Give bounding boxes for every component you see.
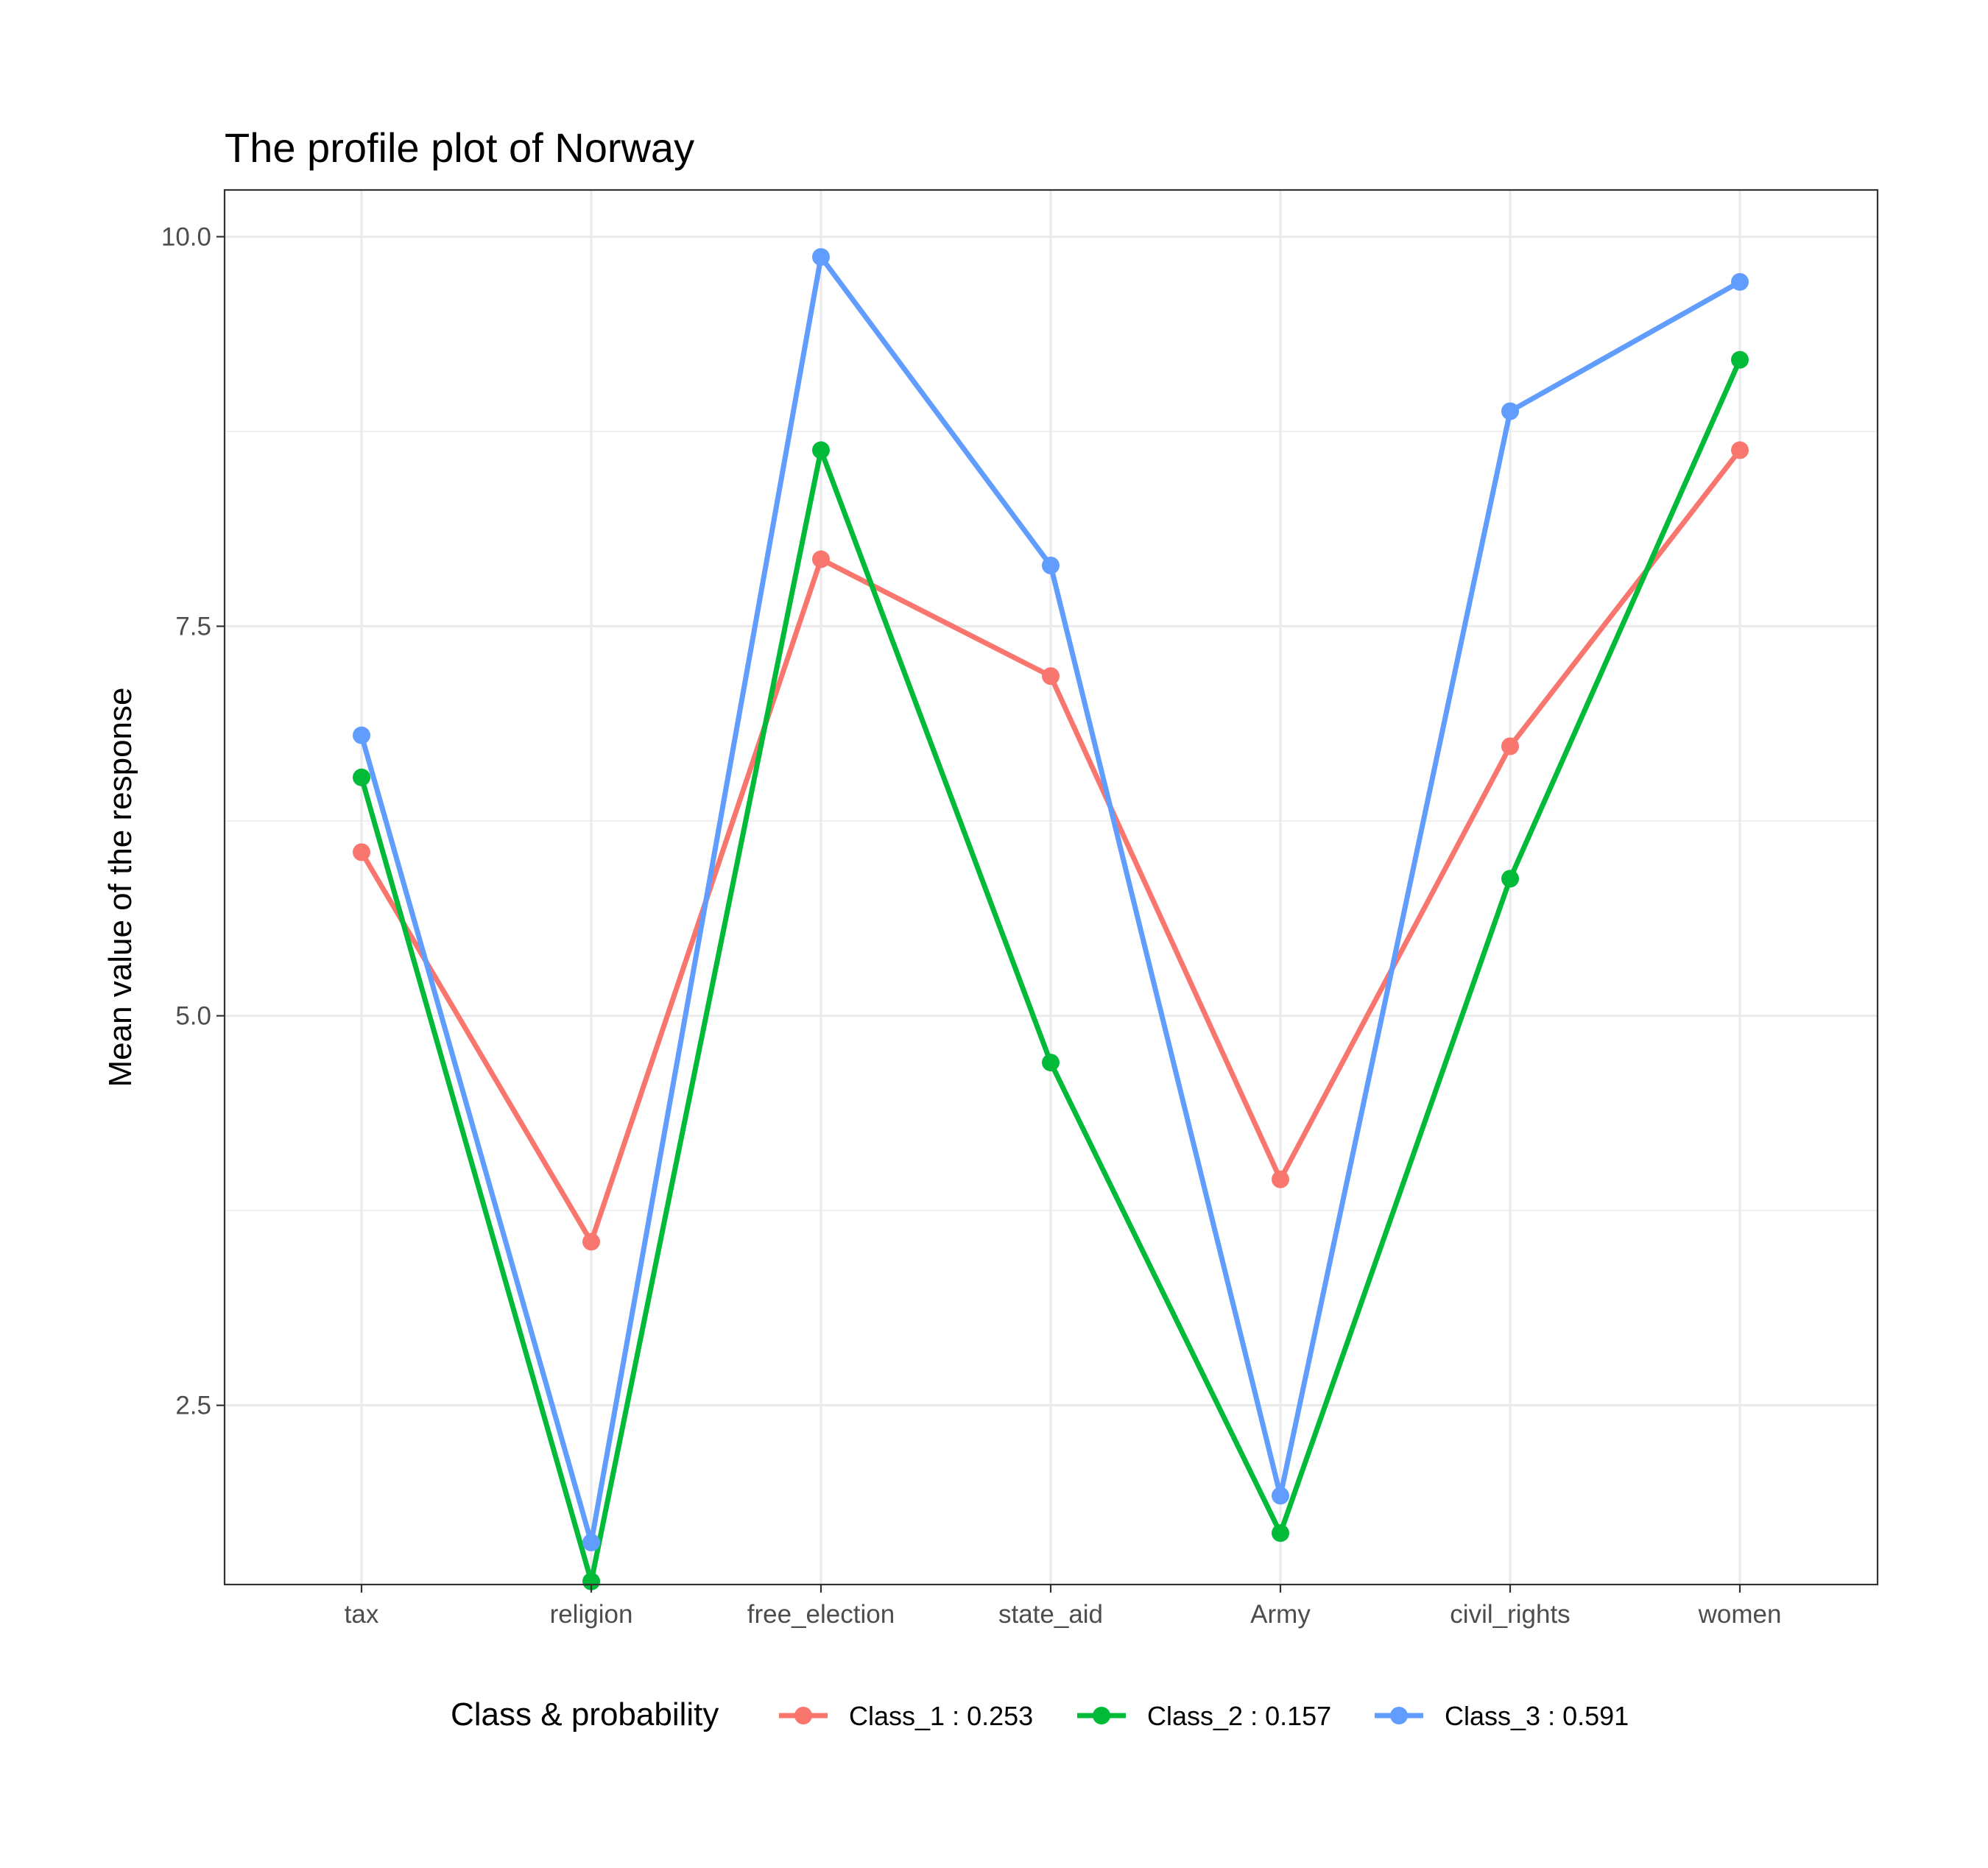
data-point-class-3 <box>1042 557 1060 575</box>
y-axis-label: Mean value of the response <box>102 687 138 1087</box>
data-point-class-1 <box>1501 737 1519 755</box>
data-point-class-3 <box>582 1533 600 1551</box>
data-point-class-1 <box>353 843 370 861</box>
legend-key-point <box>794 1707 812 1724</box>
data-point-class-2 <box>353 768 370 786</box>
legend: Class & probability Class_1 : 0.253 Class… <box>451 1696 1629 1733</box>
legend-label: Class_1 : 0.253 <box>849 1701 1033 1731</box>
chart-title: The profile plot of Norway <box>225 124 694 171</box>
data-point-class-2 <box>582 1572 600 1590</box>
data-point-class-1 <box>1042 667 1060 685</box>
x-tick-label: religion <box>550 1600 633 1629</box>
data-point-class-2 <box>1042 1054 1060 1072</box>
y-tick-label: 5.0 <box>175 1002 211 1031</box>
data-point-class-2 <box>812 441 830 459</box>
y-tick-label: 2.5 <box>175 1392 211 1420</box>
data-point-class-2 <box>1731 350 1749 369</box>
x-tick-label: civil_rights <box>1450 1600 1570 1629</box>
x-tick-label: free_election <box>747 1600 895 1629</box>
data-point-class-3 <box>812 247 830 266</box>
y-tick-label: 7.5 <box>175 613 211 641</box>
x-tick-label: state_aid <box>998 1600 1103 1629</box>
x-tick-label: women <box>1698 1600 1782 1629</box>
data-point-class-1 <box>582 1233 600 1251</box>
data-point-class-3 <box>1272 1487 1289 1505</box>
legend-label: Class_2 : 0.157 <box>1147 1701 1331 1731</box>
data-point-class-1 <box>1272 1170 1289 1188</box>
grid-lines <box>225 190 1878 1585</box>
data-point-class-1 <box>812 550 830 568</box>
legend-key-point <box>1093 1707 1110 1724</box>
series-points <box>353 247 1749 1590</box>
legend-key-point <box>1390 1707 1408 1724</box>
data-point-class-3 <box>1501 402 1519 420</box>
data-point-class-1 <box>1731 441 1749 459</box>
x-tick-label: Army <box>1250 1600 1311 1629</box>
data-point-class-2 <box>1272 1524 1289 1543</box>
legend-title: Class & probability <box>451 1696 719 1733</box>
x-tick-label: tax <box>345 1600 379 1629</box>
data-point-class-3 <box>1731 272 1749 291</box>
data-point-class-2 <box>1501 870 1519 888</box>
legend-label: Class_3 : 0.591 <box>1445 1701 1629 1731</box>
y-tick-label: 10.0 <box>161 222 211 251</box>
axes: 2.5 5.0 7.5 10.0 tax religion free_election sta… <box>161 222 1782 1629</box>
data-point-class-3 <box>353 726 370 744</box>
